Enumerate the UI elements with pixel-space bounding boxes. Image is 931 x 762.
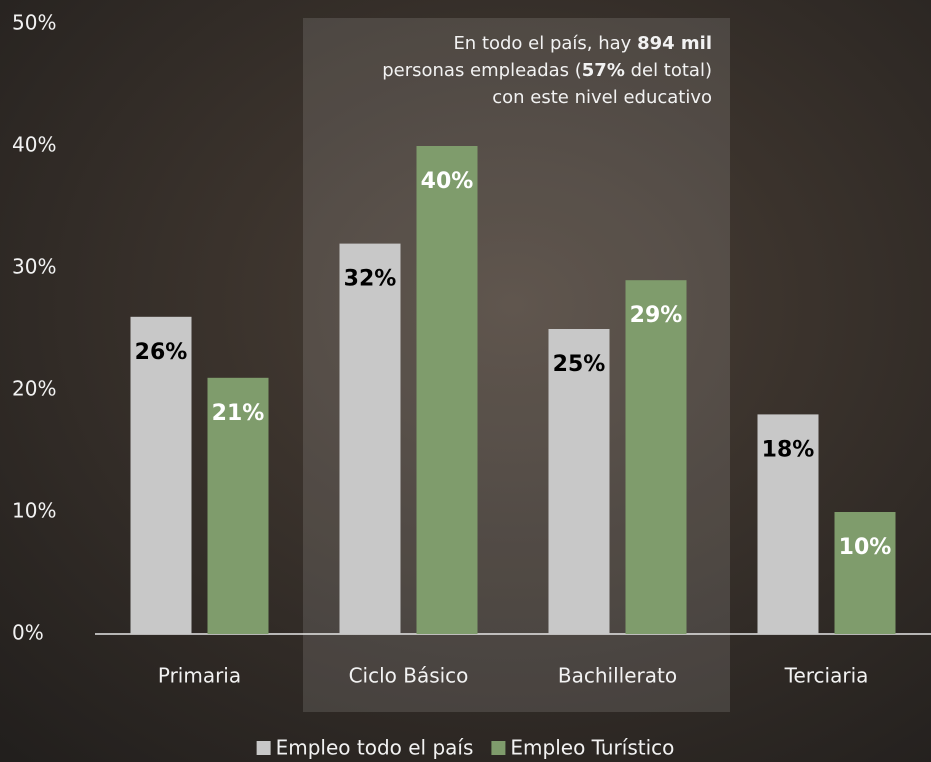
- bar: [626, 280, 687, 634]
- y-tick-label: 30%: [12, 255, 56, 279]
- annotation-part: 57%: [582, 60, 625, 81]
- chart: 0% 10% 20% 30% 40% 50% Primaria 26% 21% Ciclo Bás…: [0, 0, 931, 762]
- x-tick-label: Primaria: [158, 664, 241, 688]
- legend-label: Empleo Turístico: [510, 736, 674, 760]
- bar: [417, 146, 478, 634]
- annotation: con este nivel educativo: [492, 87, 712, 108]
- annotation-part: 894 mil: [637, 33, 712, 54]
- annotation: En todo el país, hay 894 mil: [453, 33, 712, 54]
- y-tick-label: 40%: [12, 133, 56, 157]
- annotation-part: del total): [625, 60, 712, 81]
- value-label: 26%: [135, 340, 188, 365]
- legend: Empleo todo el país Empleo Turístico: [257, 736, 675, 760]
- annotation-part: con este nivel educativo: [492, 87, 712, 108]
- y-tick-label: 20%: [12, 377, 56, 401]
- value-label: 40%: [421, 169, 474, 194]
- legend-swatch: [491, 741, 505, 755]
- value-label: 18%: [762, 437, 815, 462]
- annotation: personas empleadas (57% del total): [382, 60, 712, 81]
- x-tick-label: Terciaria: [784, 664, 869, 688]
- value-label: 32%: [344, 267, 397, 292]
- x-tick-label: Bachillerato: [558, 664, 677, 688]
- value-label: 10%: [839, 535, 892, 560]
- y-tick-label: 50%: [12, 11, 56, 35]
- legend-label: Empleo todo el país: [276, 736, 474, 760]
- legend-swatch: [257, 741, 271, 755]
- value-label: 25%: [553, 352, 606, 377]
- value-label: 21%: [212, 401, 265, 426]
- annotation-part: personas empleadas (: [382, 60, 582, 81]
- bar: [835, 512, 896, 634]
- x-tick-label: Ciclo Básico: [349, 664, 469, 688]
- y-tick-label: 10%: [12, 499, 56, 523]
- annotation-part: En todo el país, hay: [453, 33, 637, 54]
- bar: [340, 244, 401, 634]
- value-label: 29%: [630, 303, 683, 328]
- y-tick-label: 0%: [12, 621, 44, 645]
